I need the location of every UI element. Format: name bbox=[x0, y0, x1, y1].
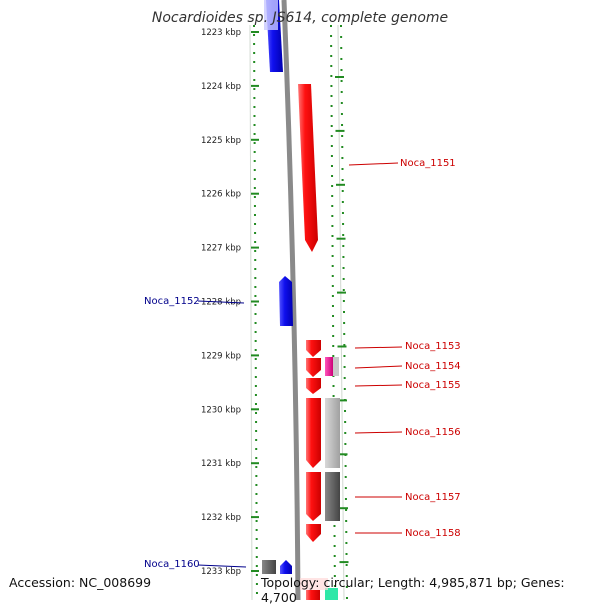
gene-arrow-noca-1153[interactable] bbox=[306, 340, 321, 357]
label-noca-1152[interactable]: Noca_1152 bbox=[144, 296, 200, 307]
label-noca-1157[interactable]: Noca_1157 bbox=[405, 492, 461, 503]
topology-text: Topology: circular; Length: 4,985,871 bp… bbox=[261, 575, 565, 605]
gene-noca-1156-gray[interactable] bbox=[325, 398, 340, 468]
gene-features bbox=[262, 0, 340, 600]
gene-noca-1154-gray bbox=[333, 357, 339, 376]
label-noca-1158[interactable]: Noca_1158 bbox=[405, 528, 461, 539]
scale-tick-label: 1232 kbp bbox=[201, 513, 241, 523]
connector-noca-1154 bbox=[354, 365, 403, 369]
label-noca-1153[interactable]: Noca_1153 bbox=[405, 341, 461, 352]
scale-tick-label: 1225 kbp bbox=[201, 136, 241, 146]
label-noca-1151[interactable]: Noca_1151 bbox=[400, 158, 456, 169]
dotted-track-right bbox=[340, 24, 348, 600]
guide-line-right bbox=[337, 24, 345, 600]
connector-noca-1153 bbox=[354, 346, 403, 349]
gene-labels: Noca_1151 Noca_1152 Noca_1153 Noca_1154 … bbox=[144, 158, 461, 570]
connector-noca-1156 bbox=[354, 431, 403, 434]
guide-line-left bbox=[249, 24, 253, 600]
scale-tick-label: 1223 kbp bbox=[201, 28, 241, 38]
label-noca-1160[interactable]: Noca_1160 bbox=[144, 559, 200, 570]
gene-arrow-noca-1157[interactable] bbox=[306, 472, 321, 521]
gene-bottom-pink-band bbox=[300, 578, 328, 590]
gene-arrow-noca-1152[interactable] bbox=[279, 276, 293, 326]
scale-tick-label: 1231 kbp bbox=[201, 459, 241, 469]
label-noca-1156[interactable]: Noca_1156 bbox=[405, 427, 461, 438]
scale-tick-label: 1229 kbp bbox=[201, 351, 241, 361]
connector-noca-1151 bbox=[348, 162, 399, 166]
label-noca-1155[interactable]: Noca_1155 bbox=[405, 380, 461, 391]
scale-tick-label: 1230 kbp bbox=[201, 405, 241, 415]
gene-arrow-noca-1154[interactable] bbox=[306, 358, 321, 377]
gene-bottom-teal bbox=[325, 588, 338, 600]
scale-tick-label: 1224 kbp bbox=[201, 82, 241, 92]
gene-noca-1154-pink[interactable] bbox=[325, 357, 333, 376]
label-noca-1154[interactable]: Noca_1154 bbox=[405, 361, 461, 372]
scale-tick-label: 1226 kbp bbox=[201, 190, 241, 200]
page-title: Nocardioides sp. JS614, complete genome bbox=[151, 10, 449, 26]
connector-noca-1155 bbox=[354, 384, 403, 387]
gene-arrow-noca-1155[interactable] bbox=[306, 378, 321, 394]
gene-noca-1160-gray[interactable] bbox=[262, 560, 276, 574]
gene-arrow-noca-1151[interactable] bbox=[298, 84, 318, 252]
gene-top-light-band bbox=[264, 0, 278, 30]
dotted-track-left bbox=[253, 24, 258, 600]
gene-arrow-noca-1156[interactable] bbox=[306, 398, 321, 468]
gene-noca-1157-gray[interactable] bbox=[325, 472, 340, 521]
scale-tick-label: 1227 kbp bbox=[201, 244, 241, 254]
genome-backbone bbox=[281, 0, 301, 600]
gene-arrow-noca-1160[interactable] bbox=[280, 560, 292, 574]
gene-arrow-noca-1158[interactable] bbox=[306, 524, 321, 542]
accession-text: Accession: NC_008699 bbox=[9, 575, 152, 590]
scale-tick-label: 1233 kbp bbox=[201, 567, 241, 577]
gene-bottom-red bbox=[306, 590, 320, 600]
scale-tick-label: 1228 kbp bbox=[201, 298, 241, 308]
connector-noca-1152 bbox=[197, 300, 245, 304]
connector-noca-1160 bbox=[197, 564, 247, 568]
scale: 1223 kbp 1224 kbp 1225 kbp 1226 kbp 1227 kbp… bbox=[201, 28, 349, 577]
